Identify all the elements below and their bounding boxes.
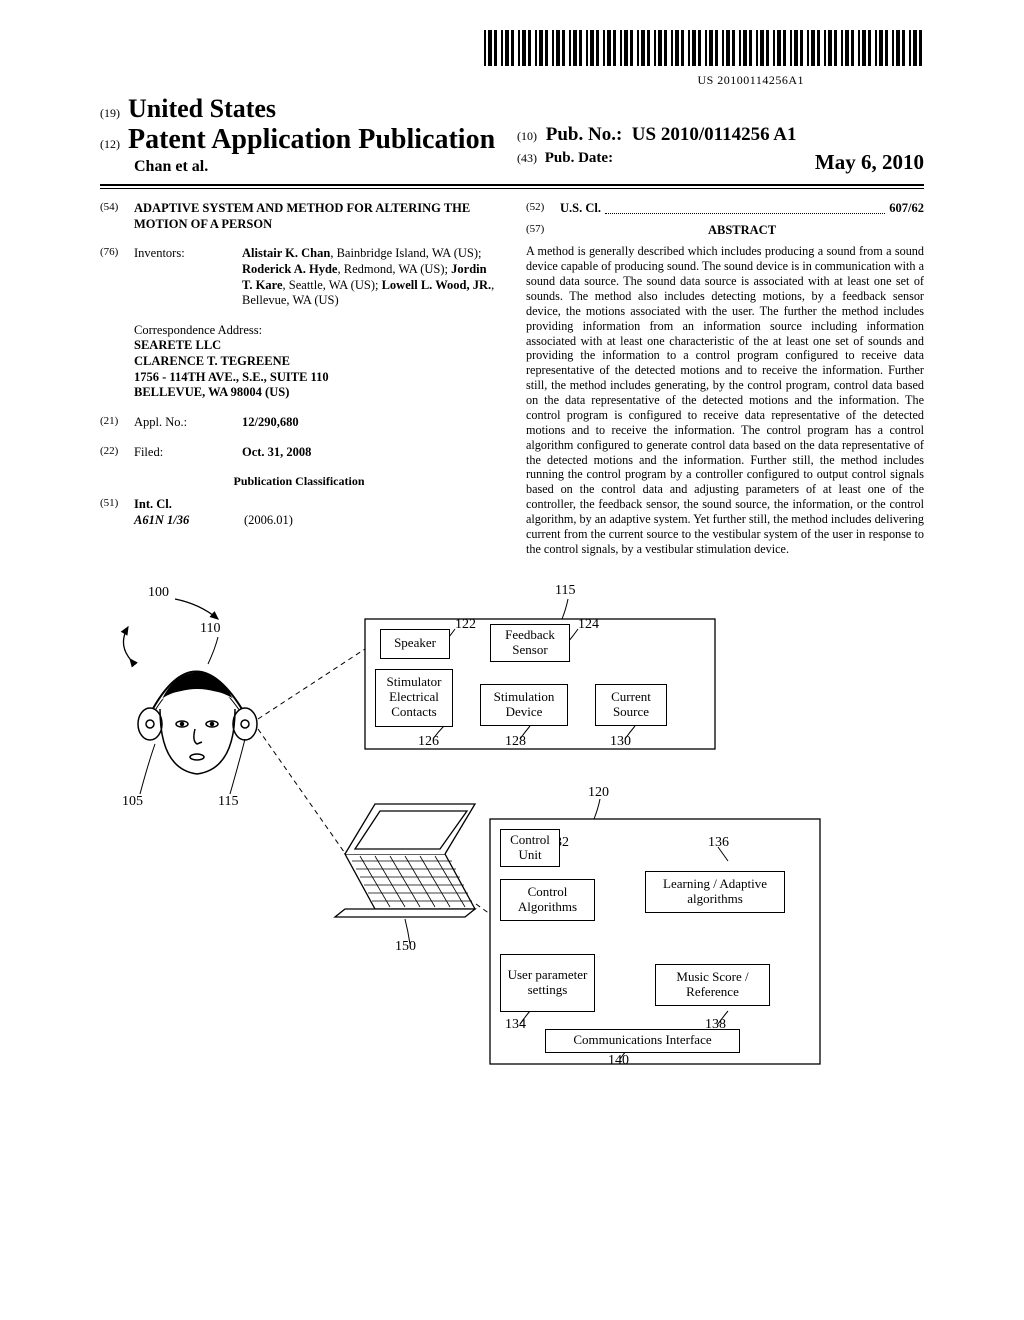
filed-date: Oct. 31, 2008 (242, 445, 311, 459)
inventors-text: Alistair K. Chan, Bainbridge Island, WA … (242, 246, 498, 309)
code-12: (12) (100, 137, 120, 152)
corr-l4: BELLEVUE, WA 98004 (US) (134, 385, 289, 399)
box-speaker: Speaker (380, 629, 450, 659)
barcode-text: US 20100114256A1 (100, 73, 804, 88)
code-51: (51) (100, 497, 134, 528)
code-10: (10) (517, 129, 537, 144)
code-43: (43) (517, 151, 537, 166)
box-stim-contacts: Stimulator Electrical Contacts (375, 669, 453, 727)
int-cl-label: Int. Cl. (134, 497, 172, 511)
inventors-label: Inventors: (134, 246, 242, 309)
code-54: (54) (100, 201, 134, 232)
lbl-115a: 115 (218, 794, 238, 810)
code-21: (21) (100, 415, 134, 431)
lbl-120: 120 (588, 785, 609, 801)
box-control-unit: Control Unit (500, 829, 560, 867)
right-column: (52) U.S. Cl. 607/62 (57) ABSTRACT A met… (526, 201, 924, 557)
abstract-text: A method is generally described which in… (526, 244, 924, 556)
divider-thin (100, 188, 924, 189)
box-learn: Learning / Adaptive algorithms (645, 871, 785, 913)
pub-no-label: Pub. No.: (546, 124, 623, 145)
lbl-150: 150 (395, 939, 416, 955)
box-feedback: Feedback Sensor (490, 624, 570, 662)
box-current: Current Source (595, 684, 667, 726)
corr-l2: CLARENCE T. TEGREENE (134, 354, 290, 368)
header: (19) United States (12) Patent Applicati… (100, 94, 924, 176)
bibliographic-columns: (54) ADAPTIVE SYSTEM AND METHOD FOR ALTE… (100, 201, 924, 557)
int-cl-code: A61N 1/36 (134, 513, 244, 529)
lbl-134: 134 (505, 1017, 526, 1033)
divider-thick (100, 184, 924, 186)
lbl-126: 126 (418, 734, 439, 750)
pub-type: Patent Application Publication (128, 124, 495, 155)
box-ctrl-alg: Control Algorithms (500, 879, 595, 921)
appl-no-label: Appl. No.: (134, 415, 242, 431)
code-19: (19) (100, 106, 120, 121)
country: United States (128, 94, 276, 123)
box-stim-dev: Stimulation Device (480, 684, 568, 726)
lbl-105: 105 (122, 794, 143, 810)
int-cl-year: (2006.01) (244, 513, 293, 529)
figure: 100 110 105 115 115 122 124 126 128 130 … (100, 569, 924, 1089)
pub-date-label: Pub. Date: (545, 150, 613, 166)
appl-no: 12/290,680 (242, 415, 299, 429)
title: ADAPTIVE SYSTEM AND METHOD FOR ALTERING … (134, 201, 498, 232)
code-22: (22) (100, 445, 134, 461)
pub-date: May 6, 2010 (815, 150, 924, 175)
pub-class-heading: Publication Classification (100, 474, 498, 489)
lbl-122: 122 (455, 617, 476, 633)
us-cl-val: 607/62 (889, 201, 924, 215)
filed-label: Filed: (134, 445, 242, 461)
box-user-param: User parameter settings (500, 954, 595, 1012)
lbl-136: 136 (708, 835, 729, 851)
corr-label: Correspondence Address: (134, 323, 498, 339)
barcode-graphic (484, 30, 924, 66)
us-cl-label: U.S. Cl. (560, 201, 601, 215)
corr-l3: 1756 - 114TH AVE., S.E., SUITE 110 (134, 370, 329, 384)
barcode-region: US 20100114256A1 (100, 30, 924, 88)
lbl-115b: 115 (555, 583, 575, 599)
box-comm: Communications Interface (545, 1029, 740, 1053)
code-57: (57) (526, 223, 560, 239)
lbl-130: 130 (610, 734, 631, 750)
lbl-100: 100 (148, 585, 169, 601)
lbl-110: 110 (200, 621, 220, 637)
lbl-140: 140 (608, 1053, 629, 1069)
correspondence: Correspondence Address: SEARETE LLC CLAR… (134, 323, 498, 401)
corr-l1: SEARETE LLC (134, 338, 221, 352)
pub-no: US 2010/0114256 A1 (632, 124, 797, 145)
lbl-128: 128 (505, 734, 526, 750)
authors: Chan et al. (134, 158, 507, 176)
lbl-124: 124 (578, 617, 599, 633)
code-76: (76) (100, 246, 134, 309)
abstract-heading: ABSTRACT (708, 223, 776, 237)
box-music: Music Score / Reference (655, 964, 770, 1006)
code-52: (52) (526, 201, 560, 217)
dot-leader (605, 201, 885, 214)
left-column: (54) ADAPTIVE SYSTEM AND METHOD FOR ALTE… (100, 201, 498, 557)
